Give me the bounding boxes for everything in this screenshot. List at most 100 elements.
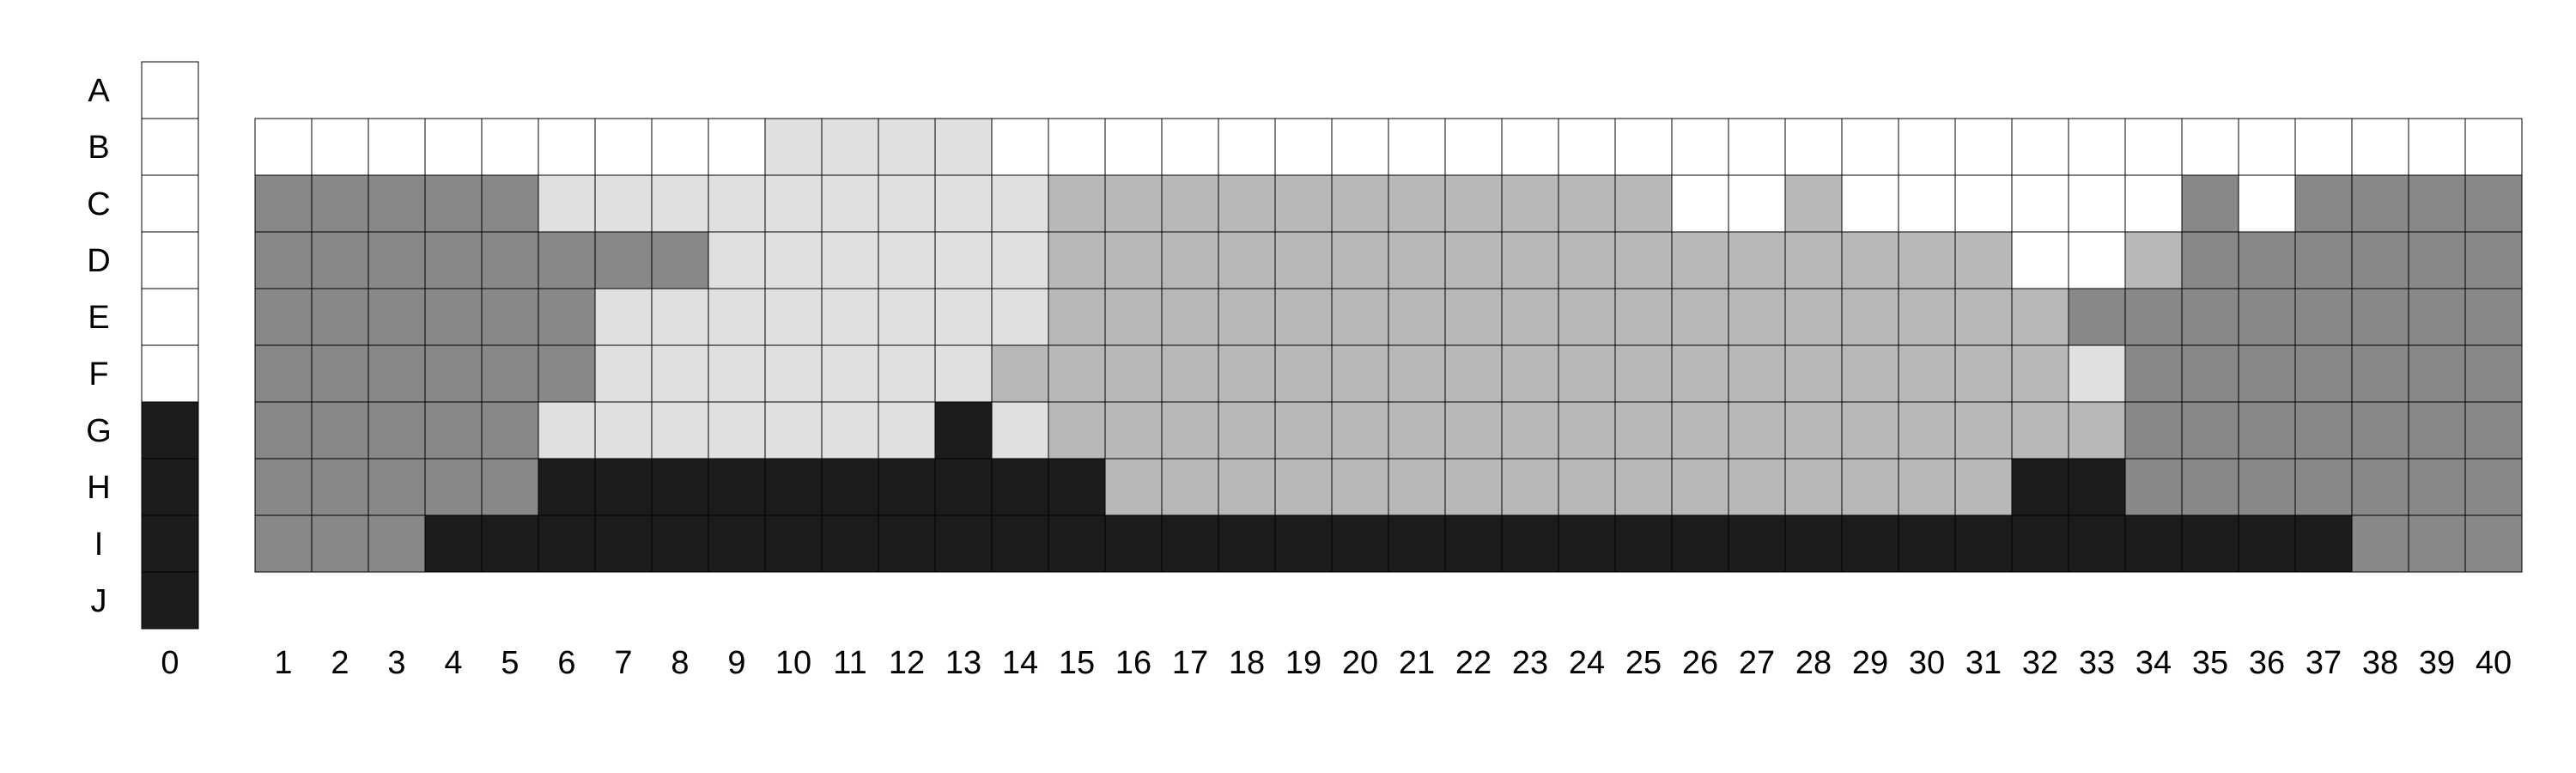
- grid-cell: [1274, 231, 1333, 289]
- grid-cell: [254, 118, 313, 176]
- column-label: 38: [2362, 645, 2398, 681]
- column-label: 39: [2419, 645, 2455, 681]
- grid-cell: [2181, 174, 2239, 233]
- grid-cell: [1898, 174, 1956, 233]
- grid-cell: [878, 514, 936, 573]
- grid-cell: [1614, 174, 1673, 233]
- reference-cell: [141, 571, 199, 630]
- grid-cell: [538, 231, 596, 289]
- grid-cell: [764, 344, 823, 403]
- grid-cell: [2351, 458, 2409, 516]
- grid-cell: [368, 458, 426, 516]
- column-label: 15: [1059, 645, 1095, 681]
- grid-cell: [878, 288, 936, 346]
- grid-cell: [2464, 344, 2523, 403]
- grid-cell: [2238, 514, 2296, 573]
- column-label: 6: [557, 645, 575, 681]
- grid-cell: [1331, 288, 1389, 346]
- grid-cell: [2408, 118, 2466, 176]
- grid-cell: [424, 401, 483, 460]
- grid-cell: [991, 344, 1049, 403]
- grid-cell: [1954, 401, 2013, 460]
- grid-cell: [1104, 174, 1163, 233]
- grid-cell: [368, 344, 426, 403]
- grid-cell: [538, 174, 596, 233]
- grid-cell: [2068, 288, 2126, 346]
- grid-cell: [1728, 344, 1786, 403]
- grid-cell: [1104, 344, 1163, 403]
- grid-cell: [594, 458, 653, 516]
- grid-cell: [2238, 458, 2296, 516]
- grid-cell: [878, 401, 936, 460]
- column-label: 5: [501, 645, 519, 681]
- grid-cell: [2181, 231, 2239, 289]
- grid-cell: [934, 118, 993, 176]
- column-label: 11: [833, 645, 866, 681]
- grid-cell: [2351, 401, 2409, 460]
- grid-cell: [1841, 514, 1899, 573]
- grid-cell: [2351, 288, 2409, 346]
- grid-cell: [538, 288, 596, 346]
- grid-cell: [1104, 231, 1163, 289]
- grid-cell: [311, 401, 369, 460]
- grid-cell: [2181, 288, 2239, 346]
- grid-cell: [2408, 288, 2466, 346]
- grid-cell: [2238, 231, 2296, 289]
- grid-cell: [1898, 514, 1956, 573]
- grid-cell: [1104, 458, 1163, 516]
- grid-cell: [934, 344, 993, 403]
- row-label: C: [87, 186, 110, 222]
- grid-cell: [764, 118, 823, 176]
- row-label: E: [88, 300, 109, 336]
- grid-cell: [651, 231, 709, 289]
- grid-cell: [1501, 514, 1559, 573]
- grid-cell: [821, 231, 879, 289]
- grid-cell: [1671, 514, 1729, 573]
- grid-cell: [2068, 401, 2126, 460]
- grid-cell: [368, 118, 426, 176]
- grid-cell: [1104, 514, 1163, 573]
- reference-cell: [141, 231, 199, 289]
- grid-cell: [991, 174, 1049, 233]
- grid-cell: [708, 288, 766, 346]
- grid-cell: [1841, 174, 1899, 233]
- grid-cell: [2408, 514, 2466, 573]
- grid-cell: [651, 118, 709, 176]
- grid-cell: [1444, 118, 1503, 176]
- grid-cell: [2351, 231, 2409, 289]
- grid-cell: [2011, 401, 2069, 460]
- column-label: 33: [2079, 645, 2115, 681]
- grid-cell: [1444, 344, 1503, 403]
- grid-cell: [1161, 344, 1219, 403]
- grid-cell: [651, 514, 709, 573]
- grid-cell: [1558, 231, 1616, 289]
- grid-cell: [1388, 458, 1446, 516]
- grid-cell: [1954, 458, 2013, 516]
- grid-cell: [481, 458, 539, 516]
- grid-cell: [2181, 344, 2239, 403]
- reference-cell: [141, 118, 199, 176]
- grid-cell: [1048, 514, 1106, 573]
- grid-cell: [1048, 118, 1106, 176]
- grid-cell: [1048, 344, 1106, 403]
- grid-cell: [254, 344, 313, 403]
- grid-cell: [2351, 344, 2409, 403]
- grid-cell: [2068, 174, 2126, 233]
- grid-cell: [878, 458, 936, 516]
- column-label: 37: [2306, 645, 2342, 681]
- grid-cell: [764, 401, 823, 460]
- grid-cell: [708, 344, 766, 403]
- grid-cell: [424, 514, 483, 573]
- grid-cell: [764, 458, 823, 516]
- column-label: 13: [945, 645, 981, 681]
- grid-cell: [708, 174, 766, 233]
- grid-cell: [651, 458, 709, 516]
- row-label: I: [94, 526, 104, 563]
- grid-cell: [1841, 344, 1899, 403]
- grid-cell: [1728, 458, 1786, 516]
- grid-cell: [878, 118, 936, 176]
- grid-cell: [1274, 401, 1333, 460]
- grid-cell: [2068, 118, 2126, 176]
- grid-cell: [708, 118, 766, 176]
- grid-cell: [651, 401, 709, 460]
